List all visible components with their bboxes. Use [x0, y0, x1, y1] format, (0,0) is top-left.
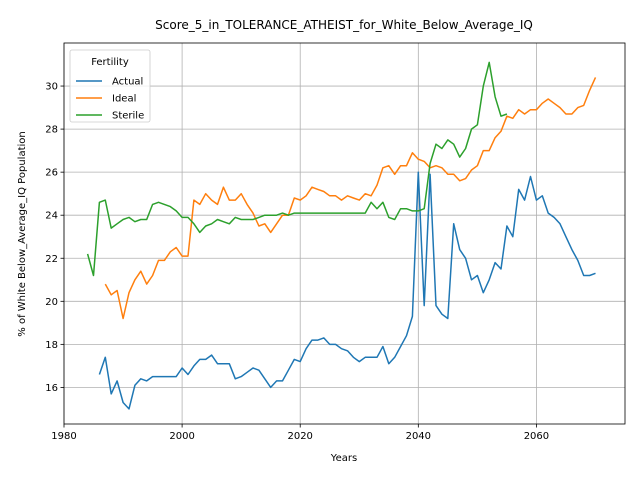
- y-tick-label: 16: [45, 383, 58, 394]
- legend-label-actual: Actual: [112, 77, 143, 88]
- y-tick-label: 18: [45, 340, 58, 351]
- series-line-actual: [98, 171, 596, 410]
- series-lines: [86, 61, 597, 410]
- y-axis-title: % of White Below_Average_IQ Population: [17, 131, 28, 336]
- legend-entries: Actual Ideal Sterile: [76, 77, 144, 122]
- y-tick-label: 30: [45, 82, 58, 93]
- x-tick-label: 2020: [287, 431, 312, 442]
- y-tick-label: 26: [45, 168, 58, 179]
- legend-box: [69, 49, 151, 123]
- x-tick-label: 1980: [51, 431, 76, 442]
- series-line-sterile: [86, 61, 508, 277]
- x-axis-title: Years: [330, 453, 357, 464]
- y-tick-label: 20: [45, 297, 58, 308]
- y-tick-label: 22: [45, 254, 58, 265]
- legend: Fertility Actual Ideal Sterile: [69, 49, 151, 123]
- legend-title: Fertility: [91, 57, 129, 68]
- y-tick-label: 24: [45, 211, 58, 222]
- plot-frame: [63, 42, 626, 425]
- chart-title: Score_5_in_TOLERANCE_ATHEIST_for_White_B…: [155, 18, 533, 32]
- grid: [63, 43, 625, 424]
- y-tick-label: 28: [45, 125, 58, 136]
- series-line-ideal: [104, 77, 597, 320]
- x-tick-label: 2060: [524, 431, 549, 442]
- legend-label-sterile: Sterile: [112, 111, 144, 122]
- axis-ticks: 1980 2000 2020 2040 2060 16 18 20 22 24 26 28 30: [45, 82, 549, 442]
- x-tick-label: 2040: [406, 431, 431, 442]
- x-tick-label: 2000: [169, 431, 194, 442]
- legend-label-ideal: Ideal: [112, 94, 136, 105]
